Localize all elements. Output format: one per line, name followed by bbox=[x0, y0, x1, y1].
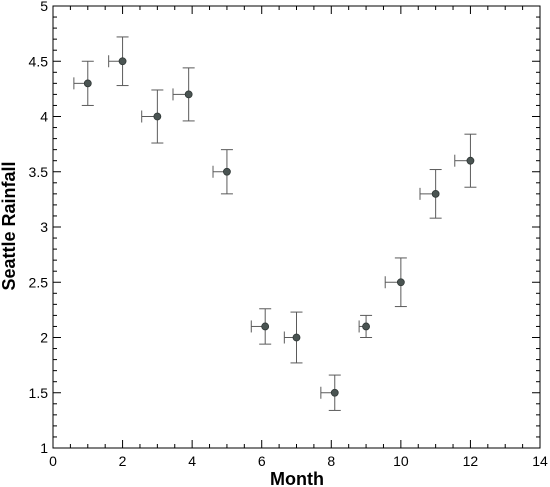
x-tick-label: 14 bbox=[532, 453, 548, 469]
data-point bbox=[261, 322, 270, 331]
x-axis-ticks: 0 2 4 6 8 10 12 14 bbox=[49, 6, 548, 469]
data-point bbox=[466, 156, 475, 165]
y-axis-ticks: 1 1.5 2 2.5 3 3.5 4 4.5 5 bbox=[29, 0, 540, 456]
data-point bbox=[396, 278, 405, 287]
y-tick-label: 2 bbox=[40, 330, 48, 346]
data-point bbox=[362, 322, 370, 331]
data-point bbox=[83, 79, 92, 88]
data-point bbox=[223, 167, 231, 176]
x-tick-label: 0 bbox=[49, 453, 57, 469]
x-tick-label: 6 bbox=[258, 453, 266, 469]
y-tick-label: 1 bbox=[40, 440, 48, 456]
data-point bbox=[292, 333, 301, 342]
y-tick-label: 2.5 bbox=[29, 274, 49, 290]
data-point bbox=[184, 90, 193, 99]
y-tick-label: 3 bbox=[40, 219, 48, 235]
plot-border bbox=[52, 5, 541, 449]
x-tick-label: 12 bbox=[463, 453, 479, 469]
x-tick-label: 10 bbox=[393, 453, 409, 469]
y-tick-label: 4.5 bbox=[29, 53, 49, 69]
data-point bbox=[330, 388, 339, 397]
data-point bbox=[118, 57, 127, 66]
y-tick-label: 5 bbox=[40, 0, 48, 14]
x-axis-title: Month bbox=[270, 469, 324, 487]
x-tick-label: 4 bbox=[188, 453, 196, 469]
y-axis-title: Seattle Rainfall bbox=[0, 161, 19, 290]
x-tick-label: 2 bbox=[119, 453, 127, 469]
error-bars bbox=[73, 36, 477, 411]
y-tick-label: 3.5 bbox=[29, 164, 49, 180]
x-tick-label: 8 bbox=[327, 453, 335, 469]
data-point bbox=[431, 189, 440, 198]
data-points bbox=[83, 57, 475, 397]
y-tick-label: 4 bbox=[40, 109, 48, 125]
y-tick-label: 1.5 bbox=[29, 385, 49, 401]
data-point bbox=[153, 112, 162, 121]
plot-frame bbox=[52, 5, 541, 449]
